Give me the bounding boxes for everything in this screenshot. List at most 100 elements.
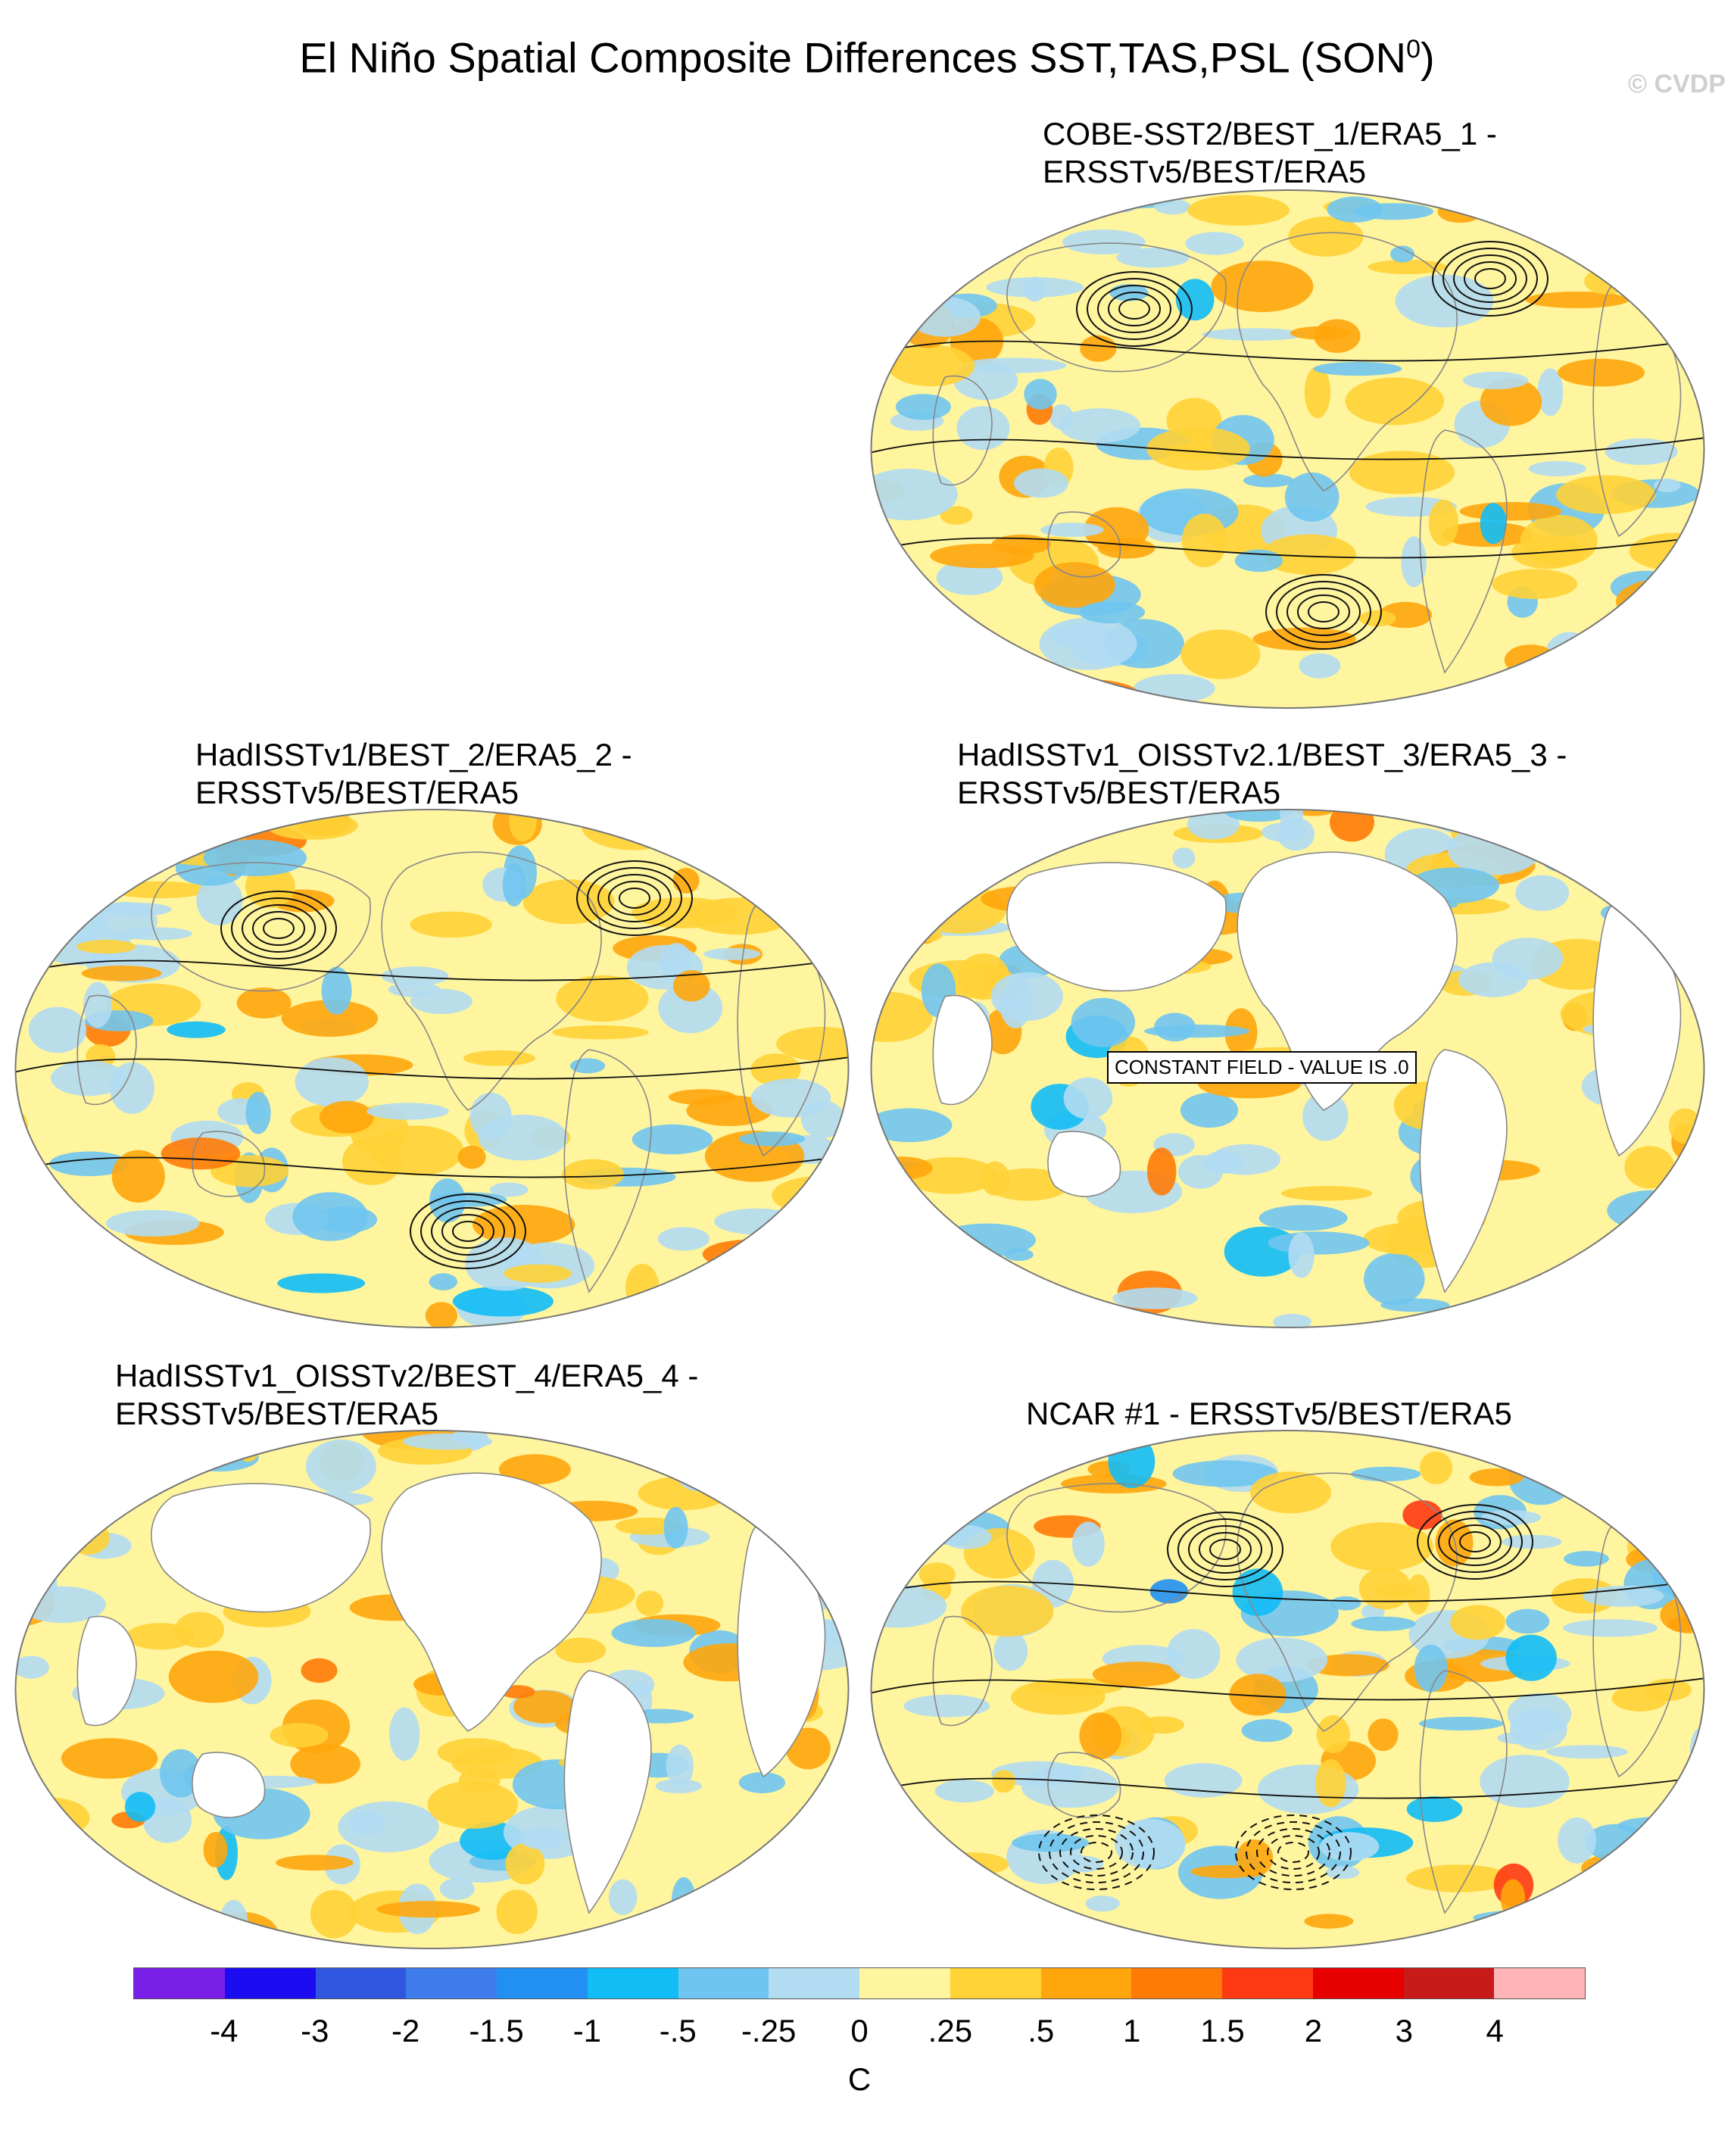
anomaly-patch: [1249, 1471, 1332, 1514]
pressure-contour: [220, 891, 337, 966]
anomaly-patch: [1187, 810, 1240, 840]
anomaly-patch: [1262, 534, 1356, 576]
anomaly-patch: [756, 1233, 788, 1267]
anomaly-patch: [1636, 1215, 1704, 1231]
anomaly-patch: [1154, 198, 1190, 215]
pressure-contour: [1459, 1531, 1491, 1552]
anomaly-patch: [1290, 326, 1352, 340]
anomaly-patch: [136, 1290, 238, 1319]
anomaly-patch: [410, 911, 492, 938]
anomaly-patch: [655, 1779, 703, 1794]
panel-2-map: [14, 807, 850, 1330]
anomaly-patch: [15, 1568, 45, 1594]
anomaly-patch: [871, 264, 951, 281]
anomaly-patch: [295, 1057, 369, 1107]
anomaly-patch: [1146, 1147, 1177, 1196]
anomaly-patch: [1316, 1715, 1350, 1753]
anomaly-patch: [819, 1162, 844, 1176]
anomaly-patch: [1021, 1765, 1119, 1808]
anomaly-patch: [789, 1204, 849, 1246]
anomaly-patch: [1505, 1608, 1550, 1634]
anomaly-patch: [1526, 1930, 1572, 1949]
map-border: [14, 809, 850, 1328]
anomaly-patch: [1525, 292, 1630, 308]
anomaly-patch: [776, 1026, 849, 1061]
coastline: [932, 375, 993, 486]
colorbar-tick-label: -.25: [741, 2013, 797, 2048]
anomaly-patch: [1507, 1693, 1572, 1735]
anomaly-patch: [1683, 1267, 1704, 1306]
anomaly-patch: [907, 928, 943, 942]
anomaly-patch: [281, 1000, 379, 1037]
anomaly-patch: [1154, 1012, 1196, 1042]
anomaly-patch: [1622, 1847, 1685, 1866]
anomaly-patch: [871, 1108, 953, 1143]
anomaly-patch: [1330, 1596, 1361, 1611]
anomaly-patch: [15, 899, 68, 913]
anomaly-patch: [913, 271, 969, 286]
anomaly-patch: [811, 1903, 843, 1939]
anomaly-patch: [376, 1901, 481, 1918]
anomaly-patch: [556, 975, 649, 1022]
anomaly-patch: [15, 1835, 55, 1875]
anomaly-patch: [942, 666, 998, 687]
anomaly-patch: [61, 1738, 158, 1779]
anomaly-patch: [1364, 1253, 1425, 1306]
anomaly-patch: [635, 1590, 664, 1616]
anomaly-patch: [552, 1025, 649, 1040]
coastline: [1419, 1670, 1508, 1914]
anomaly-patch: [684, 1431, 755, 1446]
anomaly-patch: [121, 927, 193, 941]
anomaly-patch: [190, 810, 225, 828]
anomaly-patch: [1232, 1568, 1283, 1616]
anomaly-patch: [1654, 478, 1681, 493]
anomaly-patch: [930, 543, 1034, 569]
anomaly-patch: [871, 1518, 914, 1534]
coastline: [932, 1615, 993, 1727]
anomaly-patch: [348, 1811, 385, 1835]
anomaly-patch: [459, 1767, 501, 1794]
anomaly-patch: [658, 982, 723, 1034]
anomaly-patch: [884, 579, 909, 607]
anomaly-patch: [50, 1060, 126, 1097]
anomaly-patch: [956, 406, 1010, 451]
anomaly-patch: [504, 1264, 572, 1283]
anomaly-patch: [1480, 1510, 1542, 1525]
panel-5-title: NCAR #1 - ERSSTv5/BEST/ERA5: [1026, 1395, 1512, 1433]
anomaly-patch: [15, 1554, 58, 1587]
coastline: [76, 994, 137, 1106]
coastline: [1419, 1049, 1508, 1293]
anomaly-patch: [276, 1855, 354, 1871]
anomaly-patch: [498, 1454, 571, 1485]
anomaly-patch: [705, 1254, 793, 1284]
anomaly-patch: [739, 1131, 806, 1147]
anomaly-patch: [1080, 335, 1117, 362]
map-svg: [14, 1430, 850, 1949]
anomaly-patch: [1480, 503, 1507, 544]
anomaly-patch: [871, 468, 958, 521]
anomaly-patch: [1435, 190, 1487, 207]
anomaly-patch: [1302, 1091, 1349, 1141]
anomaly-patch: [1185, 232, 1244, 255]
anomaly-patch: [1281, 1186, 1373, 1201]
anomaly-patch: [402, 1433, 493, 1450]
pressure-contour: [1265, 574, 1382, 650]
anomaly-patch: [167, 1021, 226, 1038]
anomaly-patch: [1041, 679, 1140, 708]
anomaly-patch: [1618, 267, 1704, 294]
anomaly-patch: [1442, 1314, 1497, 1328]
colorbar-tick-label: -4: [210, 2013, 239, 2048]
anomaly-patch: [760, 1874, 787, 1894]
anomaly-patch: [1419, 1451, 1453, 1485]
panel-3-title-line2: ERSSTv5/BEST/ERA5: [957, 775, 1281, 810]
anomaly-patch: [871, 1929, 919, 1949]
anomaly-patch: [1651, 262, 1704, 298]
pressure-contour: [1188, 1525, 1262, 1574]
pressure-contour: [1038, 1814, 1155, 1890]
anomaly-patch: [1390, 245, 1415, 263]
anomaly-patch: [666, 1744, 694, 1787]
anomaly-patch: [1605, 438, 1678, 465]
anomaly-patch: [608, 1879, 638, 1915]
pressure-contour: [15, 958, 849, 981]
anomaly-patch: [738, 1772, 786, 1793]
